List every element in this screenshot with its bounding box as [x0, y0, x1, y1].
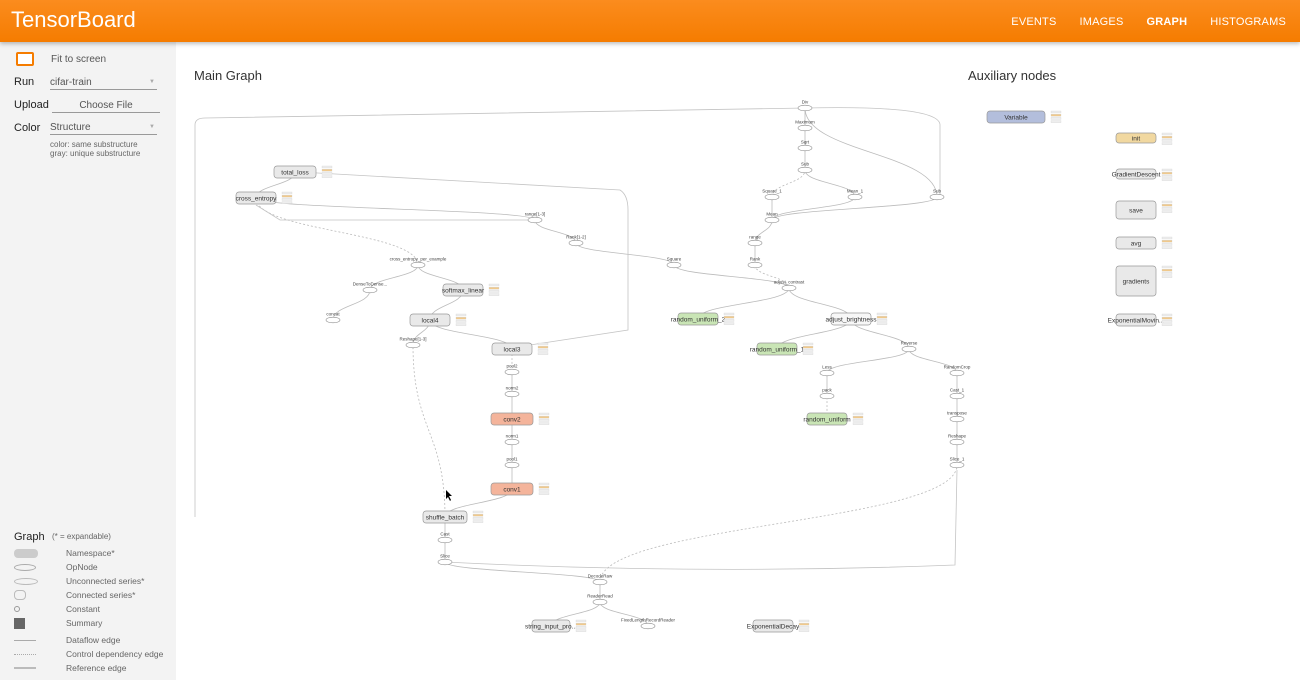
legend-constant: Constant [66, 604, 101, 614]
legend-reference-edge: Reference edge [66, 663, 127, 673]
graph-canvas[interactable]: Main Graph Auxiliary nodes [176, 42, 1300, 680]
color-note-2: gray: unique substructure [50, 149, 141, 158]
app-title: TensorBoard [11, 7, 136, 32]
sidebar: Fit to screen Run cifar-train ▼ Upload Ch… [0, 42, 176, 680]
main-graph-title: Main Graph [194, 68, 262, 83]
fit-to-screen-icon[interactable] [16, 52, 34, 66]
color-value: Structure [50, 122, 91, 133]
color-label: Color [14, 122, 41, 134]
legend-connected-series: Connected series* [66, 590, 136, 600]
namespace-icon [14, 548, 40, 558]
run-label: Run [14, 76, 35, 88]
summary-icon [14, 617, 40, 629]
fit-to-screen-label[interactable]: Fit to screen [51, 54, 107, 65]
connected-series-icon [14, 590, 40, 600]
unconnected-series-icon [14, 576, 40, 586]
upload-label: Upload [14, 99, 49, 111]
nav-graph[interactable]: GRAPH [1146, 16, 1188, 28]
legend-unconnected-series: Unconnected series* [66, 576, 145, 586]
legend-summary: Summary [66, 618, 103, 628]
legend-subtitle: (* = expandable) [52, 532, 111, 541]
chevron-down-icon: ▼ [149, 124, 155, 130]
top-nav: EVENTS IMAGES GRAPH HISTOGRAMS [1011, 16, 1286, 28]
legend-opnode: OpNode [66, 562, 98, 572]
color-select[interactable]: Structure ▼ [50, 122, 157, 135]
legend-dataflow-edge: Dataflow edge [66, 635, 121, 645]
chevron-down-icon: ▼ [149, 79, 155, 85]
reference-edge-icon [14, 663, 40, 673]
color-note-1: color: same substructure [50, 140, 138, 149]
nav-events[interactable]: EVENTS [1011, 16, 1057, 28]
choose-file-button[interactable]: Choose File [52, 100, 160, 113]
nav-histograms[interactable]: HISTOGRAMS [1210, 16, 1286, 28]
legend-title: Graph [14, 531, 45, 543]
aux-graph-title: Auxiliary nodes [968, 68, 1057, 83]
legend-control-edge: Control dependency edge [66, 649, 164, 659]
app-header: TensorBoard EVENTS IMAGES GRAPH HISTOGRA… [0, 0, 1300, 42]
opnode-icon [14, 562, 40, 572]
run-value: cifar-train [50, 77, 92, 88]
legend-namespace: Namespace* [66, 548, 115, 558]
dataflow-edge-icon [14, 635, 40, 645]
run-select[interactable]: cifar-train ▼ [50, 77, 157, 90]
control-edge-icon [14, 649, 40, 659]
nav-images[interactable]: IMAGES [1079, 16, 1124, 28]
constant-icon [14, 604, 40, 614]
